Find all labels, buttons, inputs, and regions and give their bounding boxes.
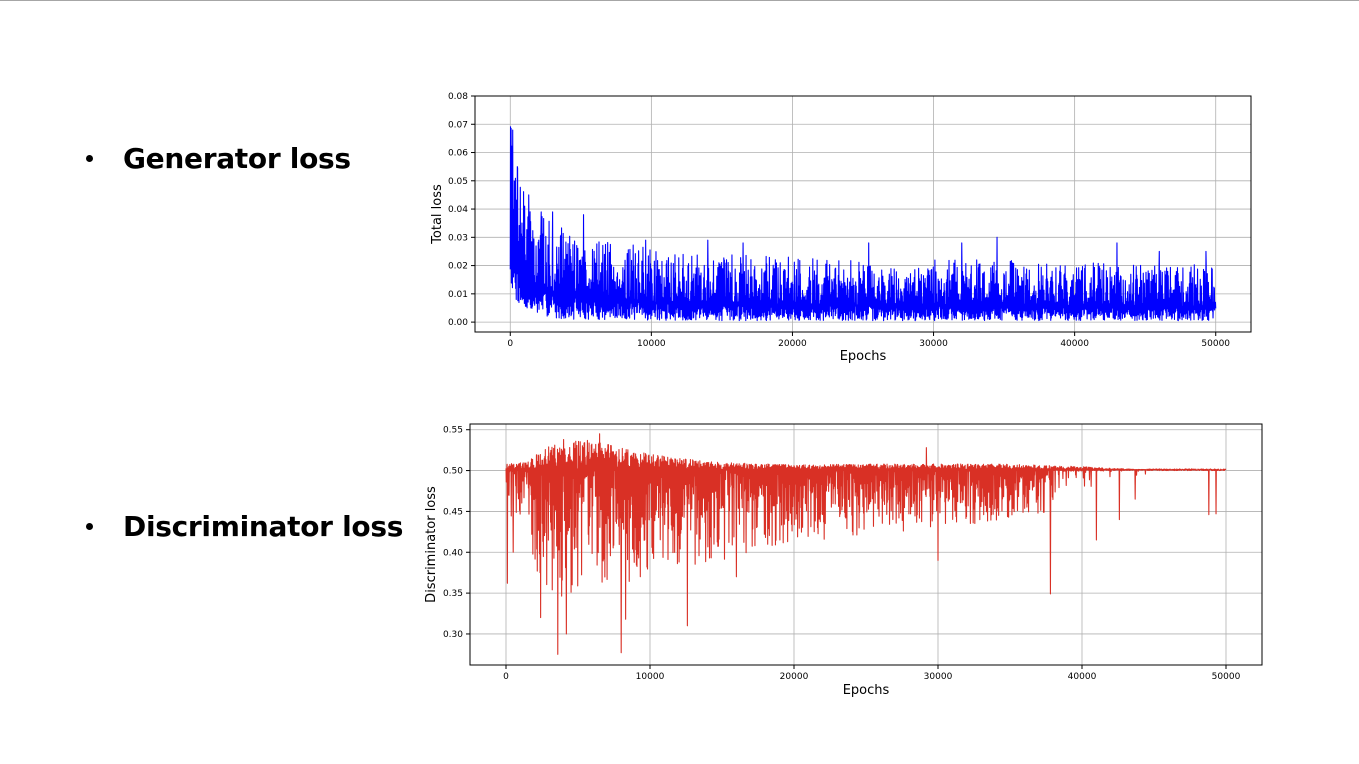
disc-x-axis-label: Epochs: [843, 683, 890, 698]
disc-x-tick-label: 20000: [780, 672, 809, 682]
disc-y-tick-label: 0.40: [443, 548, 463, 558]
disc-x-tick-label: 10000: [636, 672, 665, 682]
generator-bullet-label: Generator loss: [123, 142, 351, 175]
gen-y-tick-label: 0.06: [448, 149, 468, 159]
discriminator-bullet: Discriminator loss: [80, 510, 403, 543]
gen-x-tick-label: 20000: [778, 339, 807, 349]
gen-y-tick-label: 0.02: [448, 262, 468, 272]
gen-y-tick-label: 0.07: [448, 120, 468, 130]
generator-bullet: Generator loss: [80, 142, 351, 175]
discriminator-bullet-label: Discriminator loss: [123, 510, 404, 543]
disc-x-tick-label: 30000: [924, 672, 953, 682]
gen-y-tick-label: 0.08: [448, 92, 468, 102]
gen-x-tick-label: 10000: [637, 339, 666, 349]
disc-x-tick-label: 0: [503, 672, 509, 682]
disc-y-tick-label: 0.45: [443, 507, 463, 517]
bullet-dot-icon: [86, 523, 93, 530]
disc-y-tick-label: 0.55: [443, 426, 463, 436]
gen-y-tick-label: 0.01: [448, 290, 468, 300]
disc-y-axis-label: Discriminator loss: [424, 486, 439, 603]
disc-x-tick-label: 40000: [1068, 672, 1097, 682]
top-rule: [0, 0, 1359, 1]
disc-y-tick-label: 0.35: [443, 589, 463, 599]
gen-x-tick-label: 30000: [919, 339, 948, 349]
disc-plot-frame: [469, 423, 1263, 666]
disc-x-tick-label: 50000: [1212, 672, 1241, 682]
disc-y-tick-label: 0.30: [443, 630, 463, 640]
bullet-dot-icon: [86, 155, 93, 162]
gen-plot-frame: [474, 95, 1252, 333]
gen-y-tick-label: 0.05: [448, 177, 468, 187]
disc-loss-series-line: [505, 433, 1227, 655]
gen-x-axis-label: Epochs: [840, 349, 887, 364]
gen-y-tick-label: 0.04: [448, 205, 468, 215]
gen-x-tick-label: 40000: [1060, 339, 1089, 349]
gen-x-tick-label: 50000: [1201, 339, 1230, 349]
disc-y-tick-label: 0.50: [443, 467, 463, 477]
gen-x-tick-label: 0: [507, 339, 513, 349]
gen-y-axis-label: Total loss: [430, 184, 445, 245]
gen-loss-series-line: [509, 126, 1217, 322]
gen-y-tick-label: 0.00: [448, 318, 468, 328]
gen-y-tick-label: 0.03: [448, 233, 468, 243]
